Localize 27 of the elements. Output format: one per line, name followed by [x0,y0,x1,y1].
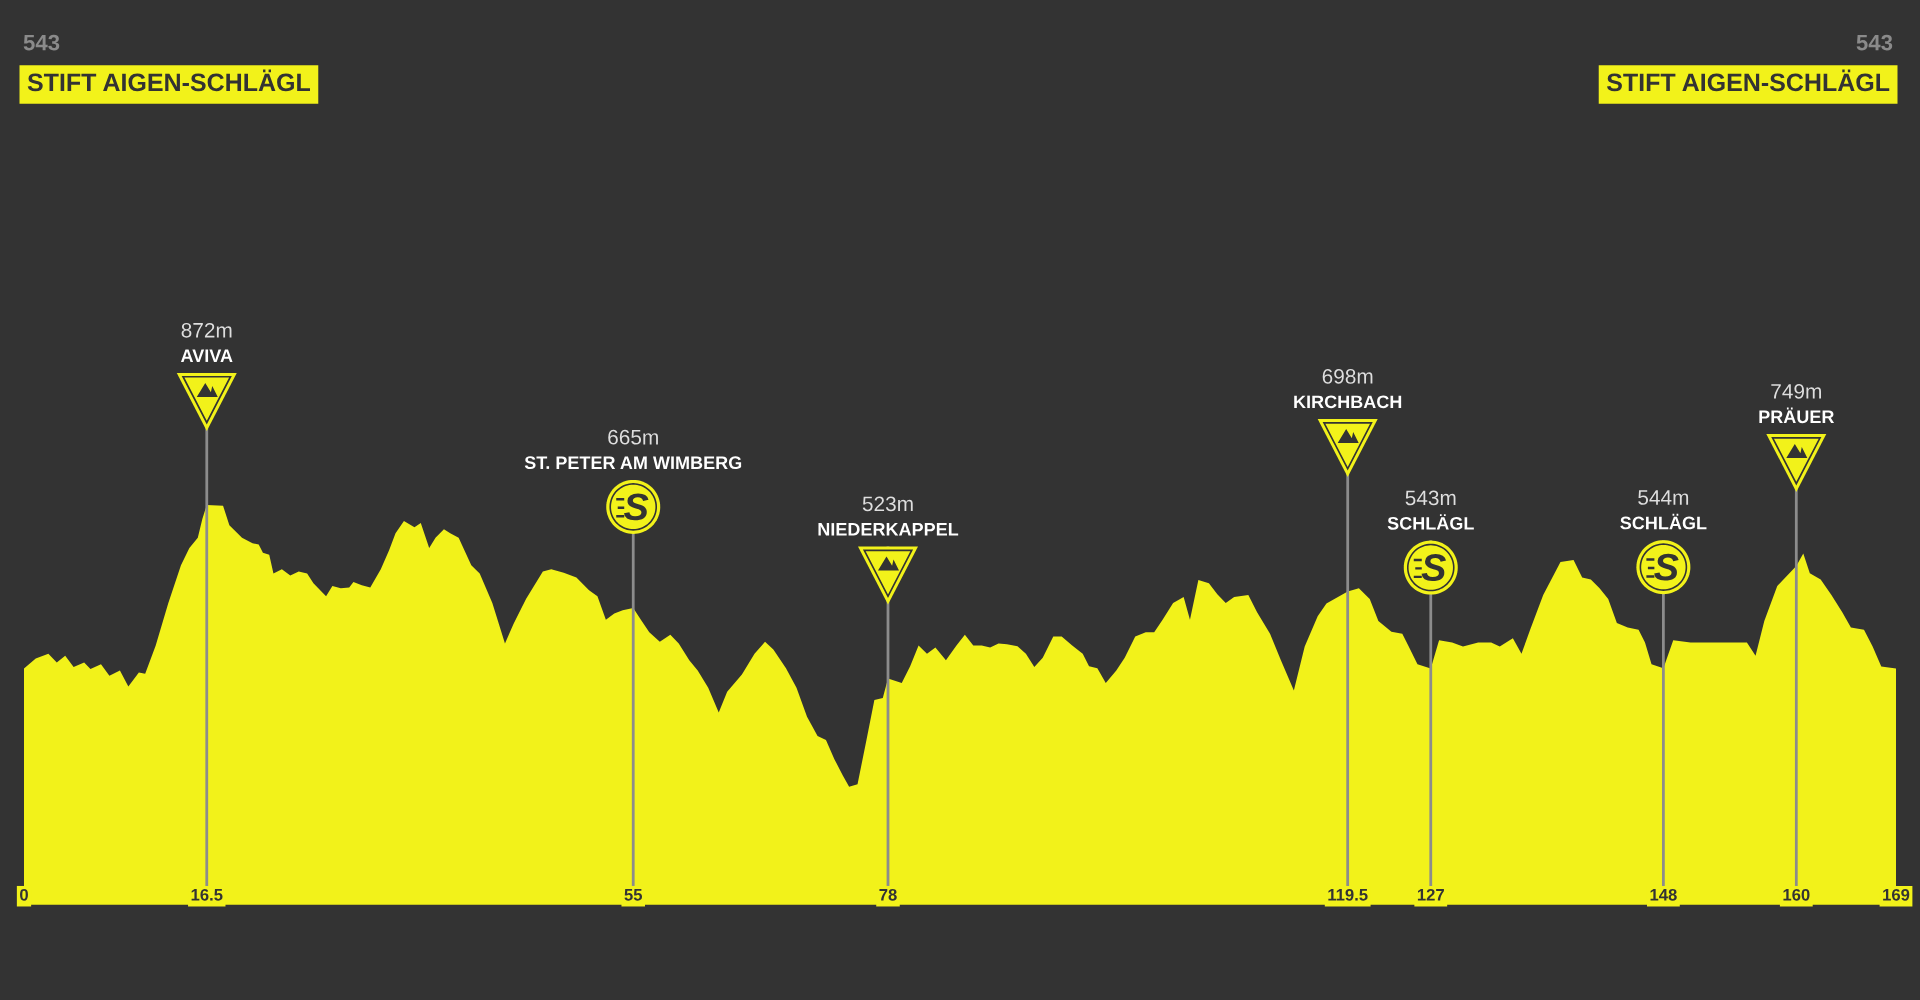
text: 665m [608,429,658,445]
ref-line-label: SCHLÄGL [1620,513,1707,530]
annotation: 543m [1405,490,1456,506]
text: 698m [1322,369,1373,384]
annotation: 523m [862,496,913,512]
text: 543 [23,34,60,51]
ref-line-label: KIRCHBACH [1294,395,1402,409]
text: STIFT AIGEN-SCHLÄGL [27,69,310,92]
text: 544m [1638,490,1689,505]
x-tick-label: 160 [1783,888,1810,901]
text: 749m [1771,383,1821,399]
x-tick-label: 55 [624,889,643,901]
ref-line-label: SCHLÄGL [1387,514,1474,530]
ref-line-label: PRÄUER [1759,407,1835,424]
text: 543 [1856,34,1893,51]
text: 872m [181,322,232,338]
ref-line-label: AVIVA [180,349,233,362]
x-tick-label: 127 [1417,888,1444,901]
x-tick-label: 78 [879,888,897,901]
x-tick-label: 0 [20,888,28,901]
ref-line-label: ST. PETER AM WIMBERG [524,456,742,470]
x-tick-label: 169 [1883,888,1910,901]
x-tick-label: 16.5 [191,888,223,901]
ref-line-label: NIEDERKAPPEL [818,523,959,536]
text: STIFT AIGEN-SCHLÄGL [1606,69,1890,92]
x-tick-label: 148 [1650,888,1677,901]
x-tick-label: 119.5 [1328,888,1368,901]
